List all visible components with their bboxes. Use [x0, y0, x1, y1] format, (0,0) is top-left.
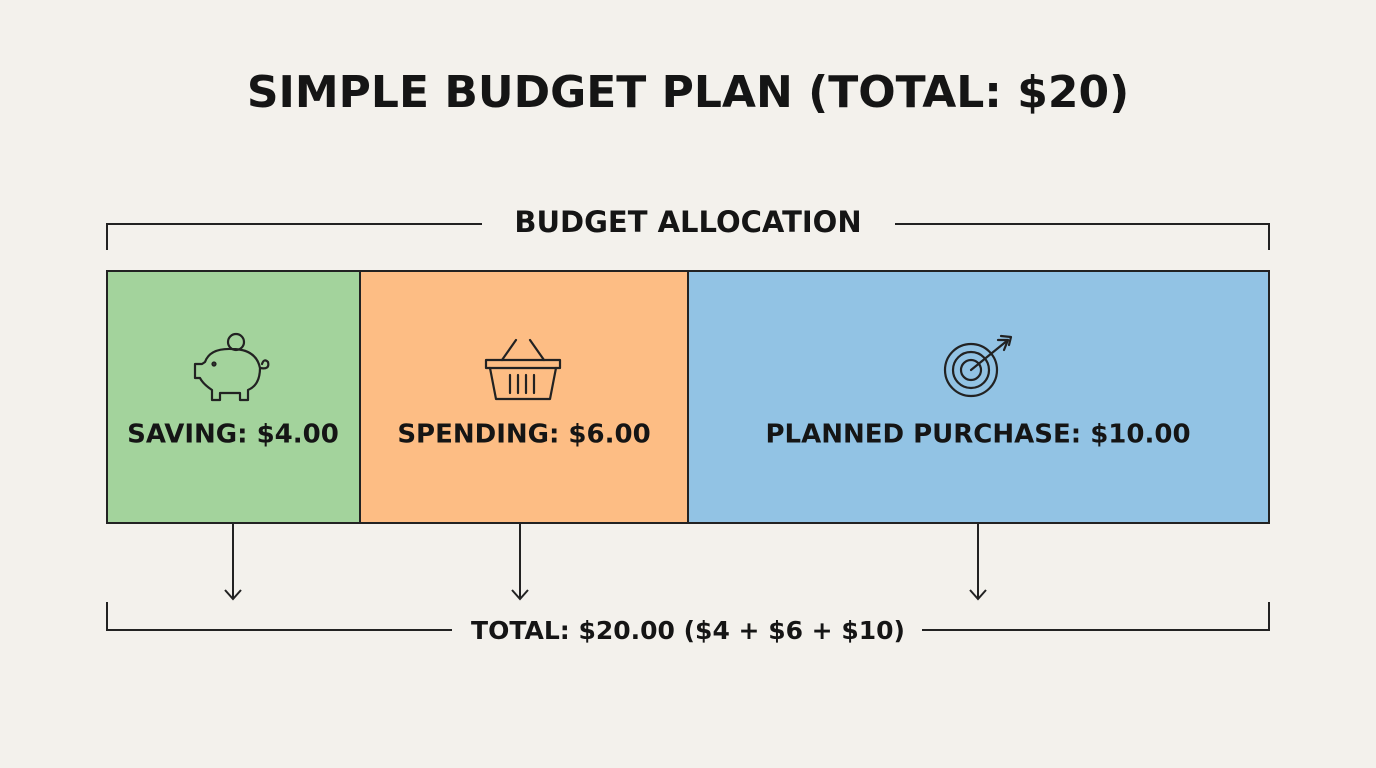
segment-box [687, 270, 1270, 524]
segment-box [359, 270, 689, 524]
arrow [969, 524, 987, 601]
basket-icon [484, 338, 562, 401]
top-bracket [106, 223, 1270, 250]
segment-label: PLANNED PURCHASE: $10.00 [765, 420, 1190, 450]
segment-box [106, 270, 361, 524]
title: SIMPLE BUDGET PLAN (TOTAL: $20) [247, 67, 1129, 118]
bottom-bracket [106, 602, 1270, 631]
segment-label: SAVING: $4.00 [127, 420, 339, 450]
piggy-bank-icon [193, 332, 270, 402]
arrow [224, 524, 242, 601]
total-label: TOTAL: $20.00 ($4 + $6 + $10) [471, 616, 905, 645]
allocation-label: BUDGET ALLOCATION [514, 205, 861, 239]
arrow [511, 524, 529, 601]
segment-label: SPENDING: $6.00 [397, 420, 650, 450]
target-icon [943, 334, 1013, 398]
